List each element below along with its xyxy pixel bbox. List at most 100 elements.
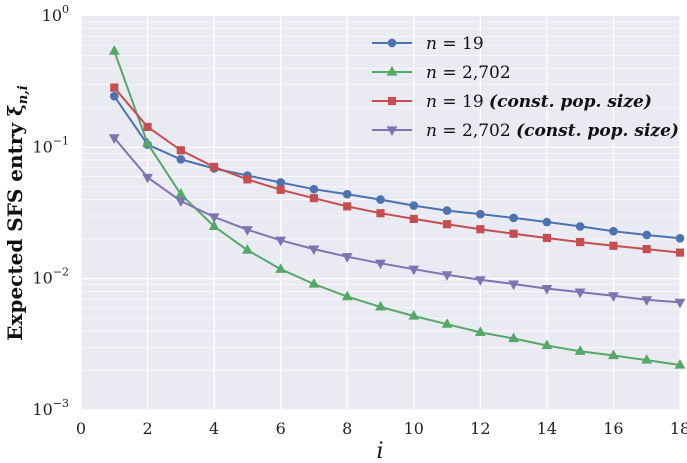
- data-point-marker: [342, 189, 352, 199]
- legend-item: n = 19 (const. pop. size): [372, 92, 652, 112]
- data-point-marker: [386, 66, 398, 76]
- data-point-marker: [387, 96, 397, 106]
- data-point-marker: [341, 253, 353, 263]
- data-point-marker: [442, 220, 452, 229]
- data-point-marker: [541, 285, 553, 295]
- data-point-marker: [309, 194, 319, 203]
- data-point-marker: [408, 265, 420, 276]
- legend: n = 19 n = 2,702 n = 19 (const. pop. size)…: [372, 34, 679, 141]
- x-tick-label: 6: [276, 419, 286, 438]
- series-2: [108, 45, 686, 369]
- x-tick-label: 4: [209, 419, 219, 438]
- data-point-marker: [675, 233, 685, 243]
- data-point-marker: [441, 318, 453, 328]
- data-point-marker: [409, 201, 419, 210]
- data-point-marker: [110, 83, 119, 92]
- data-point-marker: [387, 38, 397, 48]
- y-axis-label: Expected SFS entry ξn,i: [3, 85, 31, 340]
- x-axis-label: i: [376, 439, 383, 463]
- data-point-marker: [309, 184, 319, 194]
- data-point-marker: [176, 146, 185, 155]
- series-line: [113, 137, 681, 304]
- data-point-marker: [276, 185, 285, 194]
- y-tick-label: 10−1: [32, 134, 69, 156]
- x-tick-label: 16: [603, 419, 623, 438]
- legend-item: n = 2,702: [372, 63, 511, 83]
- data-point-marker: [642, 230, 652, 240]
- y-tick-label: 100: [42, 3, 69, 25]
- data-point-marker: [275, 263, 287, 273]
- series-4: [108, 134, 686, 309]
- legend-item: n = 19: [372, 34, 484, 54]
- data-point-marker: [375, 259, 386, 270]
- data-point-marker: [675, 248, 685, 257]
- data-point-marker: [208, 213, 220, 223]
- data-point-marker: [375, 300, 386, 311]
- data-point-marker: [243, 175, 252, 184]
- data-point-marker: [241, 244, 253, 254]
- data-point-marker: [109, 91, 119, 101]
- data-point-marker: [541, 339, 553, 350]
- legend-label: n = 19: [426, 34, 484, 54]
- data-point-marker: [275, 236, 287, 247]
- data-point-marker: [441, 271, 453, 281]
- y-tick-label: 10−3: [32, 397, 69, 419]
- tick-labels: 0 2 4 6 8 10 12 14 16 18 100 10−1 10−2 10−3: [32, 3, 687, 438]
- data-point-marker: [241, 226, 253, 236]
- legend-label: n = 2,702: [426, 63, 511, 83]
- data-point-marker: [542, 217, 552, 227]
- series-layer: [108, 45, 686, 369]
- data-point-marker: [474, 326, 486, 336]
- legend-item: n = 2,702 (const. pop. size): [372, 121, 679, 141]
- data-point-marker: [210, 162, 219, 171]
- data-point-marker: [474, 276, 486, 286]
- data-point-marker: [376, 195, 385, 204]
- series-3: [110, 83, 685, 257]
- x-tick-label: 18: [670, 419, 687, 438]
- data-point-marker: [674, 359, 686, 369]
- data-point-marker: [343, 202, 352, 211]
- data-point-marker: [542, 233, 551, 243]
- data-point-marker: [208, 220, 220, 231]
- data-point-marker: [376, 209, 385, 218]
- series-line: [113, 86, 681, 254]
- legend-label: n = 19 (const. pop. size): [426, 92, 652, 112]
- data-point-marker: [641, 354, 653, 364]
- data-point-marker: [142, 173, 153, 184]
- data-point-marker: [143, 122, 152, 132]
- data-point-marker: [508, 280, 520, 291]
- series-line: [113, 50, 681, 366]
- data-point-marker: [576, 237, 585, 247]
- data-point-marker: [508, 332, 520, 343]
- data-point-marker: [608, 292, 619, 302]
- data-point-marker: [386, 126, 398, 136]
- data-point-marker: [108, 45, 120, 55]
- x-tick-label: 8: [342, 419, 352, 438]
- data-point-marker: [476, 209, 485, 219]
- data-point-marker: [509, 229, 518, 238]
- data-point-marker: [476, 225, 485, 234]
- data-point-marker: [575, 222, 585, 231]
- data-point-marker: [276, 178, 285, 187]
- legend-label: n = 2,702 (const. pop. size): [426, 121, 679, 141]
- x-tick-label: 12: [470, 419, 490, 438]
- data-point-marker: [609, 241, 618, 250]
- series-line: [113, 95, 681, 240]
- data-point-marker: [642, 244, 651, 254]
- data-point-marker: [574, 288, 586, 299]
- data-point-marker: [509, 213, 518, 223]
- data-point-marker: [641, 296, 653, 306]
- x-tick-label: 10: [404, 419, 424, 438]
- data-point-marker: [408, 309, 420, 320]
- data-point-marker: [341, 290, 353, 301]
- x-tick-label: 2: [142, 419, 152, 438]
- data-point-marker: [308, 278, 320, 288]
- x-tick-label: 14: [537, 419, 557, 438]
- data-point-marker: [574, 345, 586, 355]
- data-point-marker: [608, 349, 619, 360]
- data-point-marker: [142, 137, 153, 148]
- data-point-marker: [108, 134, 120, 144]
- x-tick-label: 0: [76, 419, 86, 438]
